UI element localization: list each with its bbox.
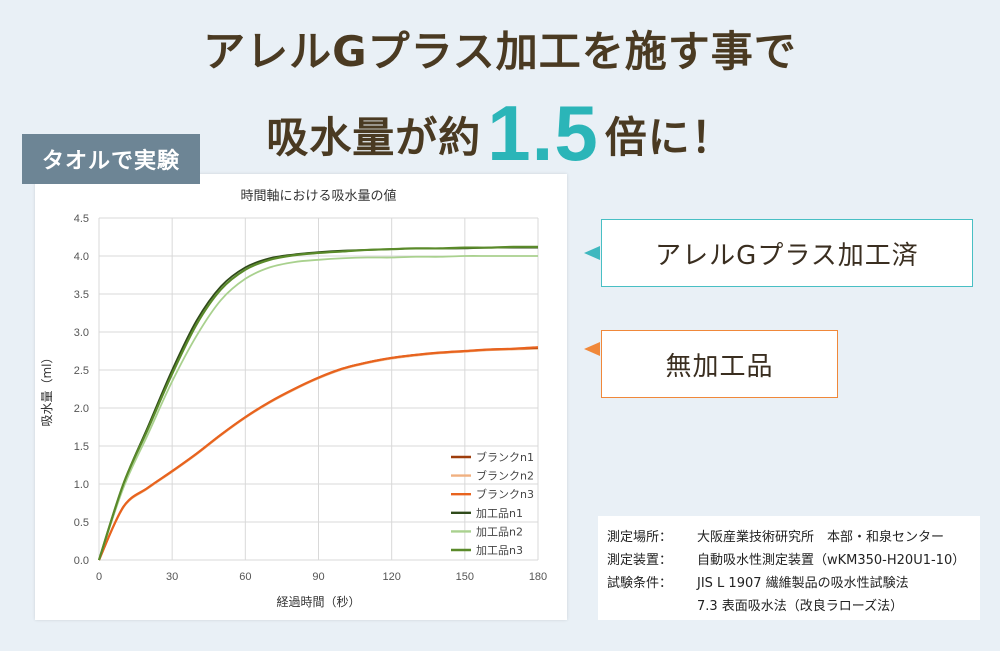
x-tick-label: 30 (166, 571, 178, 583)
headline-line-1: アレルGプラス加工を施す事で (203, 27, 797, 76)
legend-label: 加工品n1 (476, 507, 523, 520)
chart-title: 時間軸における吸水量の値 (240, 188, 396, 204)
y-tick-label: 2.0 (74, 403, 89, 415)
headline-line-2: 吸水量が約1.5 倍に！ (0, 88, 1000, 179)
info-place-row: 測定場所： 大阪産業技術研究所 本部・和泉センター (607, 526, 944, 545)
x-axis-label: 経過時間（秒） (276, 595, 360, 609)
legend-label: ブランクn2 (476, 469, 534, 483)
y-tick-label: 2.5 (74, 365, 89, 377)
x-tick-label: 150 (456, 571, 474, 583)
x-tick-label: 0 (96, 571, 102, 583)
info-device-label: 測定装置： (607, 553, 673, 568)
y-tick-label: 4.0 (74, 251, 89, 263)
headline-suffix: 倍に！ (604, 113, 734, 162)
legend-label: ブランクn1 (476, 450, 534, 464)
info-condition-row-2: 7.3 表面吸水法（改良ラローズ法） (607, 595, 903, 614)
info-device-value: 自動吸水性測定装置（wKM350-H20U1-10） (697, 553, 966, 568)
y-axis-label: 吸水量（ml） (40, 351, 54, 426)
y-tick-label: 3.5 (74, 289, 89, 301)
experiment-tag: タオルで実験 (22, 134, 200, 184)
y-tick-label: 0.0 (74, 555, 89, 567)
x-tick-label: 180 (529, 571, 547, 583)
test-info-box: 測定場所： 大阪産業技術研究所 本部・和泉センター 測定装置： 自動吸水性測定装置（… (598, 516, 980, 620)
unprocessed-arrow-icon (584, 342, 600, 356)
processed-arrow-icon (584, 246, 600, 260)
processed-callout: アレルGプラス加工済 (601, 219, 973, 287)
info-place-label: 測定場所： (607, 530, 673, 545)
info-condition-row: 試験条件： JIS L 1907 繊維製品の吸水性試験法 (607, 572, 909, 591)
y-tick-label: 1.0 (74, 479, 89, 491)
info-device-row: 測定装置： 自動吸水性測定装置（wKM350-H20U1-10） (607, 549, 965, 568)
y-tick-label: 3.0 (74, 327, 89, 339)
x-tick-label: 90 (312, 571, 324, 583)
legend-label: 加工品n2 (476, 525, 523, 538)
chart-panel: 0.0 0.5 1.0 1.5 2.0 2.5 3.0 3.5 4.0 4.5 0 30 60 90 120… (35, 174, 567, 620)
series-line-3 (97, 346, 539, 561)
x-tick-label: 120 (382, 571, 400, 583)
series-line-6 (97, 245, 539, 561)
y-tick-label: 0.5 (74, 517, 89, 529)
y-tick-label: 4.5 (74, 213, 89, 225)
info-condition-value-2: 7.3 表面吸水法（改良ラローズ法） (697, 599, 904, 614)
unprocessed-callout: 無加工品 (601, 330, 838, 398)
info-condition-value: JIS L 1907 繊維製品の吸水性試験法 (697, 576, 909, 591)
headline-prefix: 吸水量が約 (266, 113, 482, 162)
headline-ratio: 1.5 (487, 89, 599, 177)
legend-label: 加工品n3 (476, 544, 523, 557)
info-place-value: 大阪産業技術研究所 本部・和泉センター (697, 530, 945, 545)
info-condition-label: 試験条件： (607, 576, 673, 591)
y-tick-label: 1.5 (74, 441, 89, 453)
x-tick-label: 60 (239, 571, 251, 583)
legend-label: ブランクn3 (476, 487, 534, 501)
series-line-5 (98, 255, 538, 561)
absorption-chart: 0.0 0.5 1.0 1.5 2.0 2.5 3.0 3.5 4.0 4.5 0 30 60 90 120… (40, 188, 547, 609)
